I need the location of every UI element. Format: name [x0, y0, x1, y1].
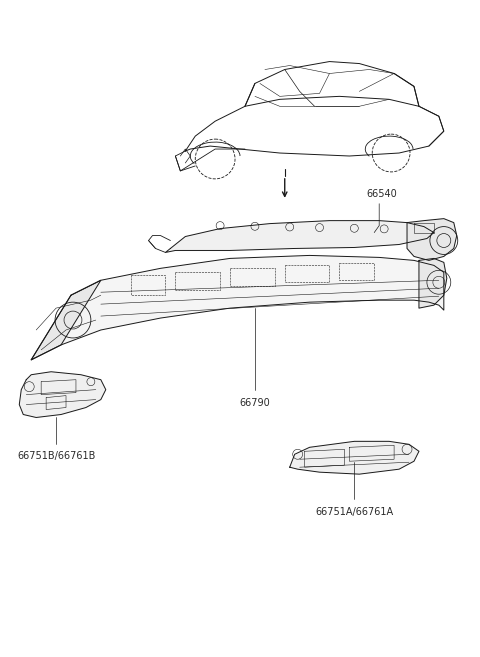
Text: 66751A/66761A: 66751A/66761A [315, 507, 394, 517]
Polygon shape [31, 281, 101, 360]
Polygon shape [166, 221, 434, 252]
Polygon shape [31, 256, 444, 360]
Polygon shape [419, 258, 447, 308]
Polygon shape [19, 372, 106, 417]
Polygon shape [407, 219, 457, 260]
Text: 66540: 66540 [367, 189, 397, 199]
Text: 66751B/66761B: 66751B/66761B [17, 451, 95, 461]
Polygon shape [290, 442, 419, 474]
Text: 66790: 66790 [240, 397, 270, 407]
